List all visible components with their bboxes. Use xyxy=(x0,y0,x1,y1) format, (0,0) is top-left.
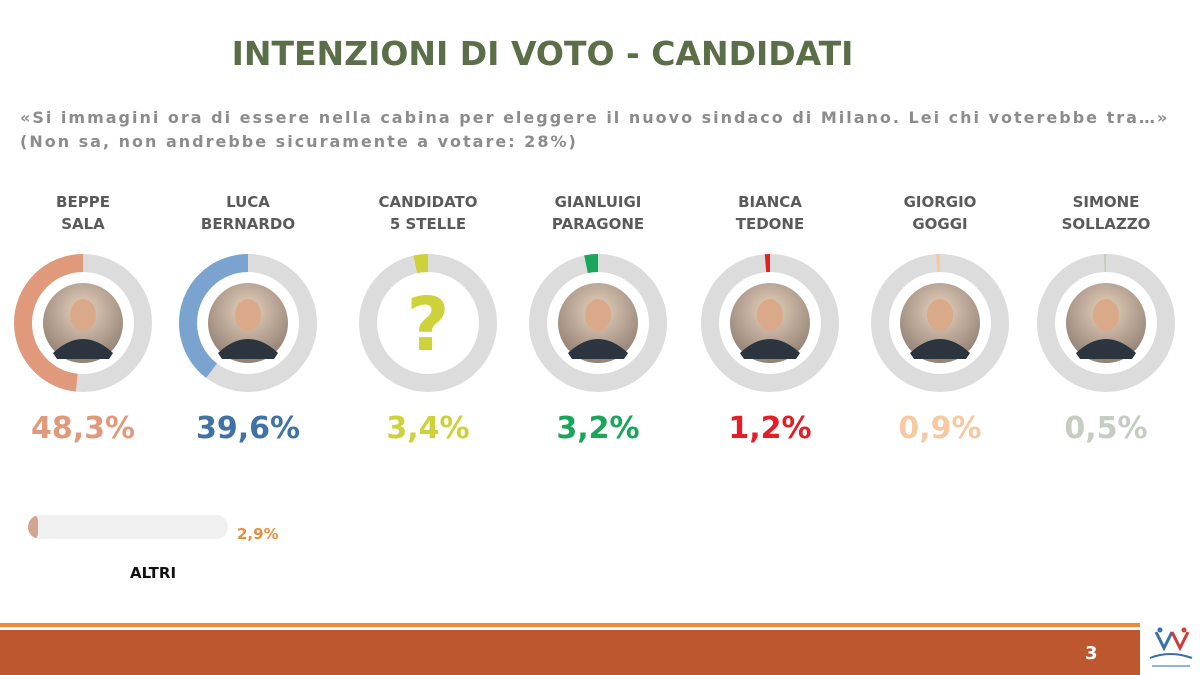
candidate-name-beppe-sala-line2: SALA xyxy=(61,215,105,233)
ring-value-arc-giorgio-goggi xyxy=(871,254,1009,392)
others-bar-fill xyxy=(28,515,38,539)
candidate-name-gianluigi-paragone-line2: PARAGONE xyxy=(552,215,644,233)
footer-accent-line xyxy=(0,623,1140,627)
others-label: ALTRI xyxy=(130,564,177,582)
candidate-name-gianluigi-paragone-line1: GIANLUIGI xyxy=(555,193,642,211)
candidate-name-bianca-tedone-line1: BIANCA xyxy=(738,193,802,211)
question-text: «Si immagini ora di essere nella cabina … xyxy=(20,108,1170,127)
candidate-percentage-luca-bernardo: 39,6% xyxy=(196,411,300,446)
candidate-photo-simone-sollazzo xyxy=(1066,283,1146,363)
candidate-name-giorgio-goggi-line1: GIORGIO xyxy=(904,193,977,211)
candidate-photo-giorgio-goggi xyxy=(900,283,980,363)
ring-value-arc-bianca-tedone xyxy=(701,254,839,392)
candidate-name-giorgio-goggi-line2: GOGGI xyxy=(912,215,967,233)
candidate-name-luca-bernardo-line1: LUCA xyxy=(226,193,270,211)
candidate-photo-luca-bernardo xyxy=(208,283,288,363)
page-number: 3 xyxy=(1085,643,1098,664)
others-bar-track xyxy=(28,515,228,539)
candidate-photo-gianluigi-paragone xyxy=(558,283,638,363)
candidate-name-simone-sollazzo-line2: SOLLAZZO xyxy=(1062,215,1151,233)
candidate-percentage-simone-sollazzo: 0,5% xyxy=(1064,411,1147,446)
candidate-name-simone-sollazzo-line1: SIMONE xyxy=(1073,193,1140,211)
candidate-photo-beppe-sala xyxy=(43,283,123,363)
candidate-name-bianca-tedone-line2: TEDONE xyxy=(736,215,804,233)
candidate-photo-bianca-tedone xyxy=(730,283,810,363)
unknown-candidate-icon: ? xyxy=(407,282,450,368)
candidate-name-candidato-5-stelle-line2: 5 STELLE xyxy=(390,215,466,233)
candidate-percentage-giorgio-goggi: 0,9% xyxy=(898,411,981,446)
survey-question: «Si immagini ora di essere nella cabina … xyxy=(20,106,1170,154)
candidate-name-beppe-sala-line1: BEPPE xyxy=(56,193,110,211)
ring-value-arc-gianluigi-paragone xyxy=(529,254,667,392)
candidate-percentage-bianca-tedone: 1,2% xyxy=(728,411,811,446)
candidate-ring-chart: BEPPE SALA 48,3% LUCA BERNARDO 39,6% CANDIDATO… xyxy=(14,193,1175,446)
candidate-name-candidato-5-stelle-line1: CANDIDATO xyxy=(378,193,477,211)
footer-bar xyxy=(0,630,1140,675)
others-value-label: 2,9% xyxy=(237,525,279,543)
ring-value-arc-simone-sollazzo xyxy=(1037,254,1175,392)
candidate-percentage-gianluigi-paragone: 3,2% xyxy=(556,411,639,446)
ring-value-arc-candidato-5-stelle xyxy=(359,254,497,392)
ring-value-arc-beppe-sala xyxy=(14,254,152,392)
page-title: INTENZIONI DI VOTO - CANDIDATI xyxy=(231,34,854,73)
winpoll-logo xyxy=(1142,622,1200,675)
undecided-note: (Non sa, non andrebbe sicuramente a vota… xyxy=(20,132,578,151)
ring-value-arc-luca-bernardo xyxy=(179,254,317,392)
candidate-percentage-candidato-5-stelle: 3,4% xyxy=(386,411,469,446)
candidate-name-luca-bernardo-line2: BERNARDO xyxy=(201,215,295,233)
candidate-percentage-beppe-sala: 48,3% xyxy=(31,411,135,446)
